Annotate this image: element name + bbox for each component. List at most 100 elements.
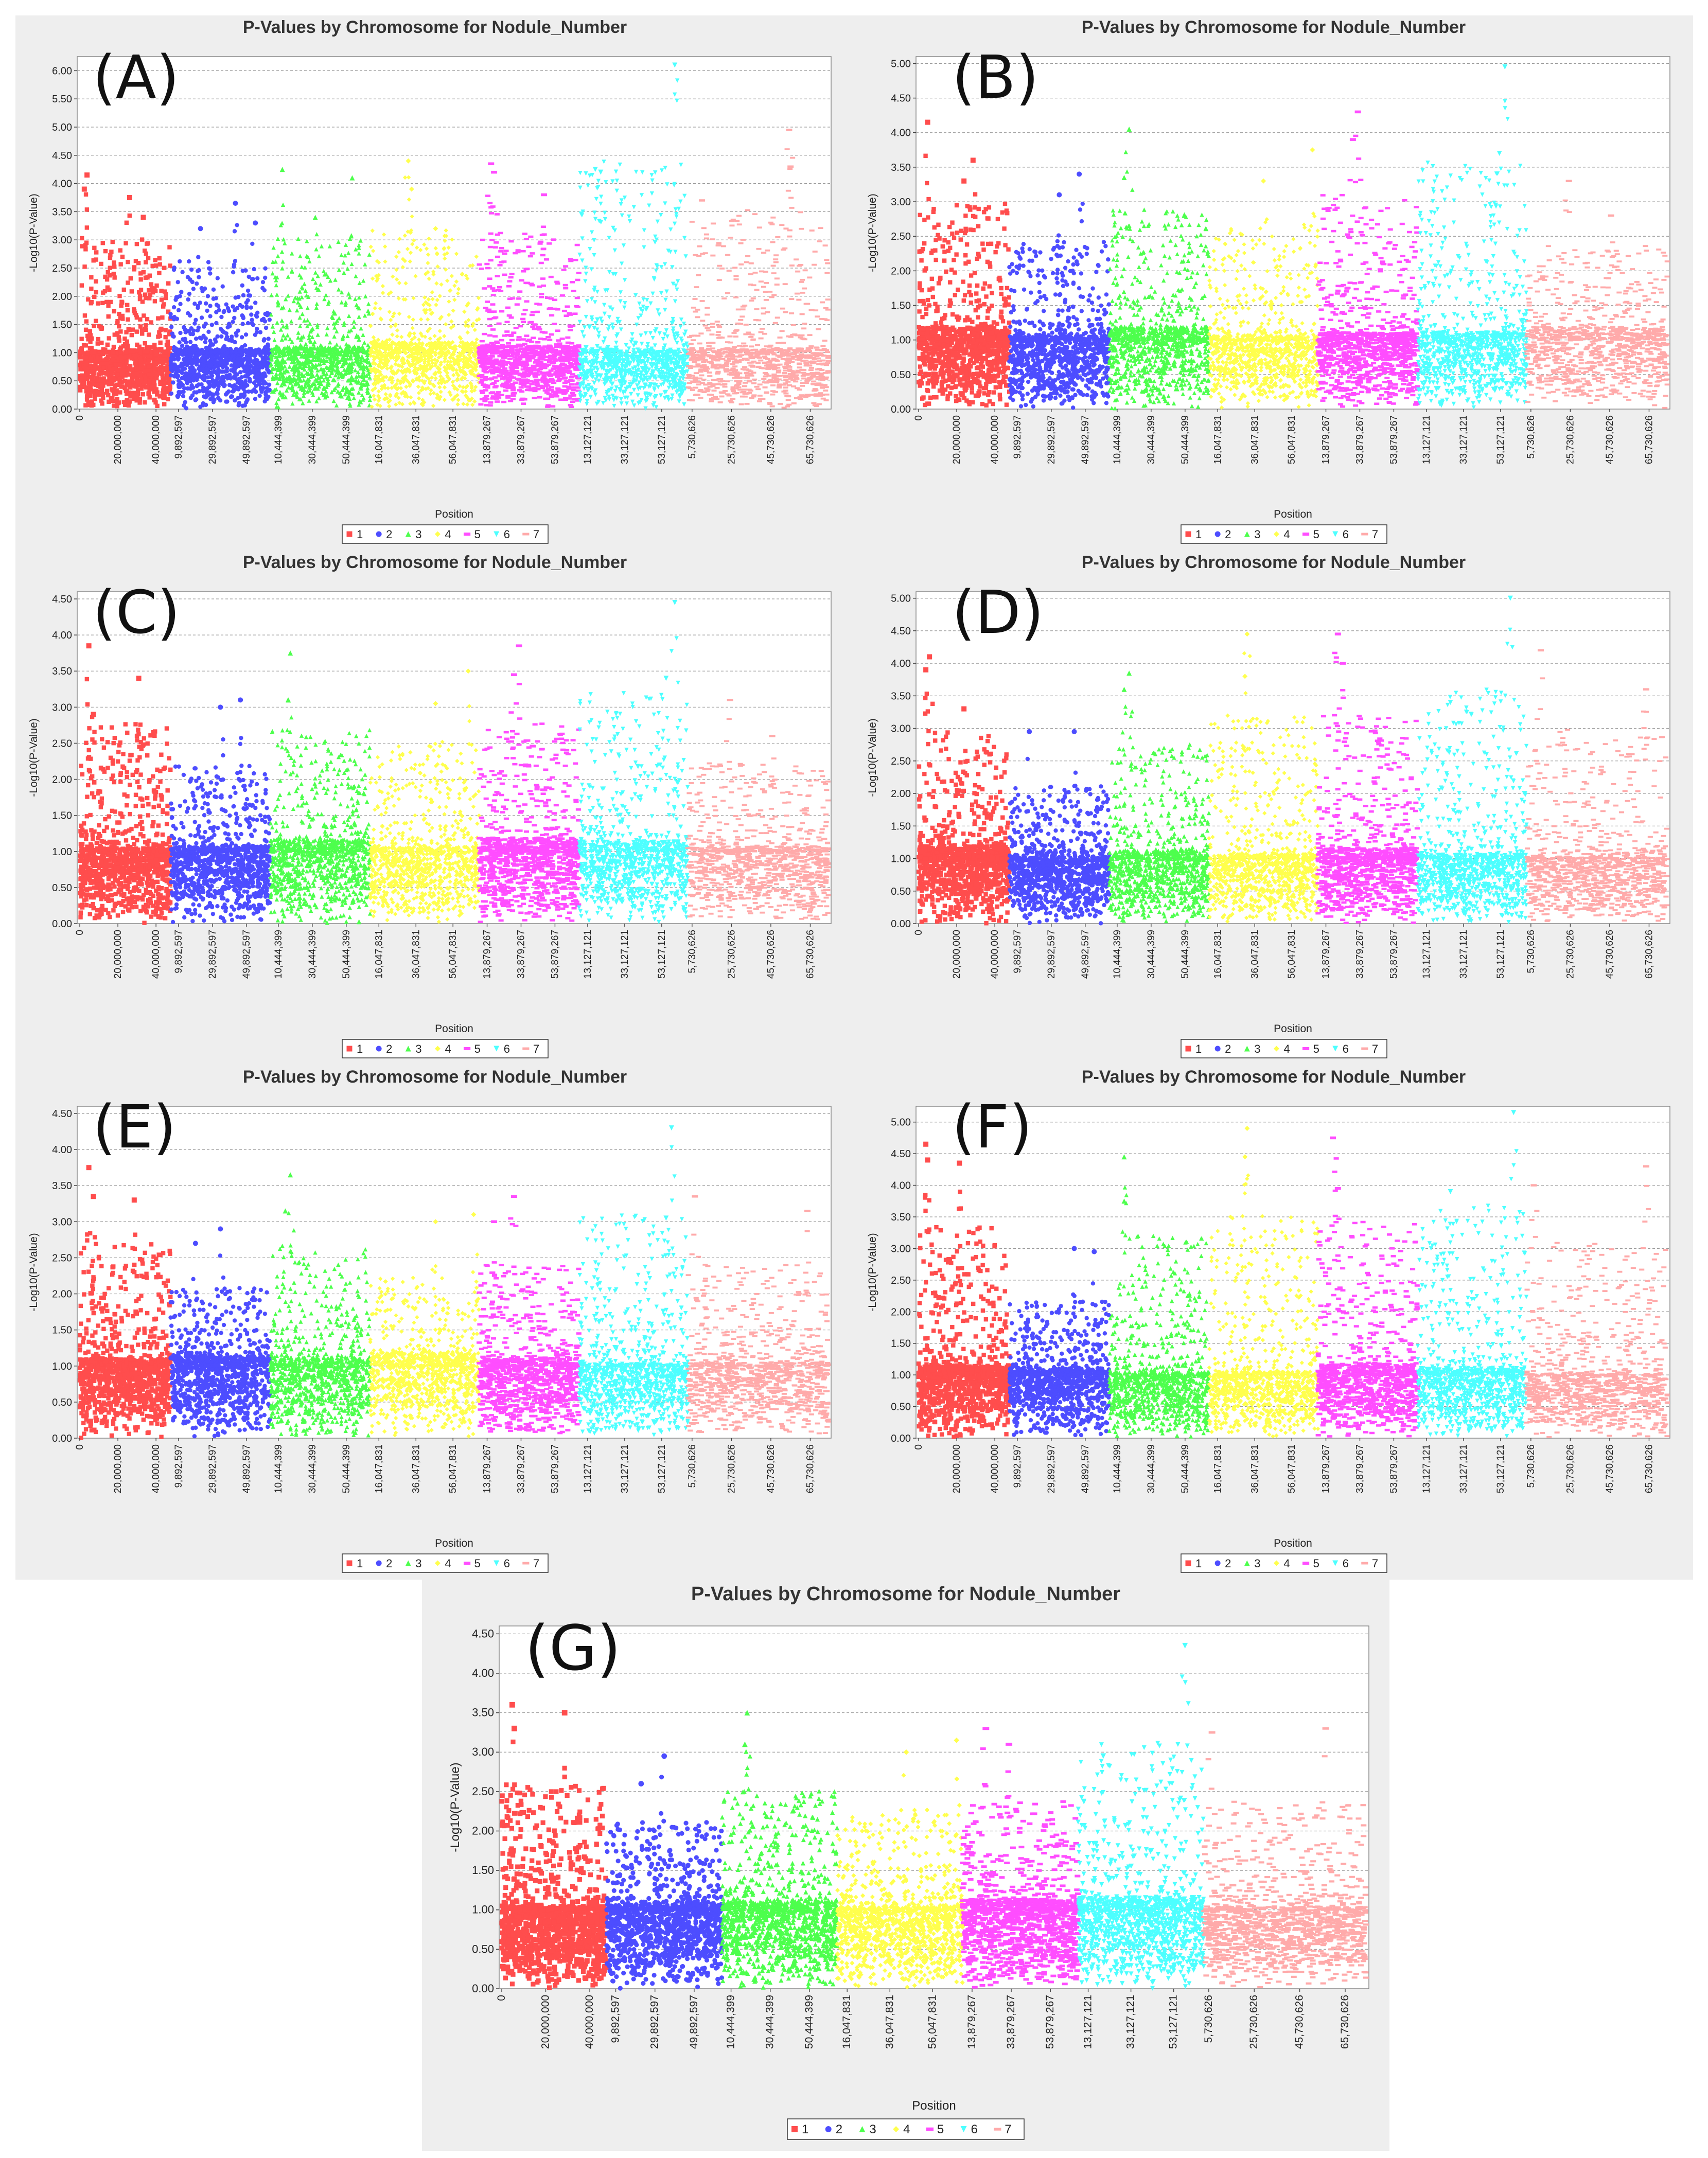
point-chr1 <box>98 357 102 362</box>
point-chr1 <box>104 361 109 366</box>
point-chr1 <box>136 392 140 397</box>
point-chr1 <box>111 398 115 403</box>
point-chr1 <box>128 385 133 390</box>
point-chr1 <box>108 378 113 382</box>
point-chr1 <box>150 349 155 355</box>
point-chr2 <box>260 280 266 285</box>
point-chr5 <box>576 344 582 347</box>
point-chr2 <box>177 390 181 395</box>
point-chr2 <box>208 304 213 308</box>
point-chr2 <box>243 379 248 384</box>
point-chr3 <box>339 352 344 357</box>
point-chr1 <box>99 383 103 388</box>
point-chr3 <box>334 403 339 408</box>
point-chr1 <box>157 256 162 261</box>
point-chr1 <box>99 261 103 267</box>
point-chr1 <box>116 335 121 340</box>
point-chr3 <box>336 383 340 388</box>
point-chr1 <box>139 386 144 391</box>
point-chr3 <box>292 372 296 377</box>
point-chr1 <box>105 379 110 384</box>
point-chr1 <box>146 256 151 260</box>
y-tick-label: 4.50 <box>52 150 72 162</box>
point-chr1 <box>148 353 153 359</box>
point-chr3 <box>276 397 281 401</box>
point-chr5 <box>508 351 514 354</box>
point-chr1 <box>107 399 111 404</box>
point-chr1 <box>163 365 168 370</box>
point-chr1 <box>162 352 167 358</box>
point-chr5 <box>514 370 520 373</box>
point-chr1 <box>84 367 89 372</box>
point-chr5 <box>495 362 501 365</box>
point-chr1 <box>135 355 139 359</box>
point-chr5 <box>496 391 501 394</box>
point-chr2 <box>217 349 221 353</box>
point-chr1 <box>138 374 143 378</box>
point-chr5 <box>559 294 565 297</box>
point-chr1 <box>165 372 170 377</box>
point-chr2 <box>212 358 217 363</box>
point-chr1 <box>167 245 172 250</box>
point-chr1 <box>112 378 117 382</box>
point-chr2 <box>201 356 206 360</box>
point-chr1 <box>137 356 143 360</box>
point-chr1 <box>138 363 144 368</box>
point-chr1 <box>154 361 159 365</box>
point-chr2 <box>237 349 242 354</box>
point-chr2 <box>266 337 271 341</box>
point-chr1 <box>152 397 157 402</box>
peak-chr2 <box>198 226 203 232</box>
y-tick-label: 4.00 <box>52 179 72 190</box>
point-chr5 <box>499 394 505 396</box>
point-chr1 <box>158 327 163 332</box>
point-chr5 <box>495 233 500 236</box>
point-chr1 <box>91 378 96 383</box>
point-chr2 <box>238 394 243 399</box>
point-chr5 <box>515 352 520 356</box>
point-chr1 <box>89 403 94 408</box>
point-chr1 <box>96 372 101 377</box>
point-chr5 <box>557 391 563 394</box>
peak-chr2 <box>253 220 258 226</box>
point-chr5 <box>509 339 515 342</box>
point-chr3 <box>333 386 338 391</box>
point-chr5 <box>505 396 511 399</box>
point-chr1 <box>120 316 125 321</box>
point-chr5 <box>490 303 496 306</box>
point-chr1 <box>89 357 94 361</box>
point-chr2 <box>224 399 228 404</box>
point-chr1 <box>149 286 154 291</box>
point-chr3 <box>356 390 361 395</box>
point-chr1 <box>100 300 105 306</box>
point-chr1 <box>129 332 134 338</box>
point-chr5 <box>576 363 582 366</box>
point-chr1 <box>122 385 127 391</box>
point-chr5 <box>570 353 575 356</box>
point-chr1 <box>115 331 120 335</box>
point-chr3 <box>331 363 336 368</box>
point-chr3 <box>276 405 281 410</box>
point-chr2 <box>215 276 220 280</box>
point-chr5 <box>501 400 507 403</box>
point-chr1 <box>117 324 121 329</box>
point-chr1 <box>115 397 119 402</box>
point-chr1 <box>156 334 161 339</box>
point-chr5 <box>503 389 509 392</box>
point-chr1 <box>100 401 104 406</box>
point-chr1 <box>139 328 145 333</box>
y-tick-label: 2.00 <box>52 291 72 303</box>
point-chr2 <box>263 266 268 271</box>
point-chr2 <box>216 382 221 387</box>
point-chr2 <box>236 403 241 408</box>
point-chr1 <box>124 220 129 225</box>
point-chr5 <box>492 335 498 338</box>
point-chr1 <box>153 289 158 293</box>
point-chr3 <box>329 366 334 370</box>
point-chr1 <box>149 373 154 377</box>
point-chr1 <box>85 374 90 378</box>
point-chr3 <box>320 375 324 379</box>
point-chr2 <box>245 383 250 388</box>
point-chr1 <box>164 376 169 381</box>
point-chr1 <box>121 287 126 292</box>
